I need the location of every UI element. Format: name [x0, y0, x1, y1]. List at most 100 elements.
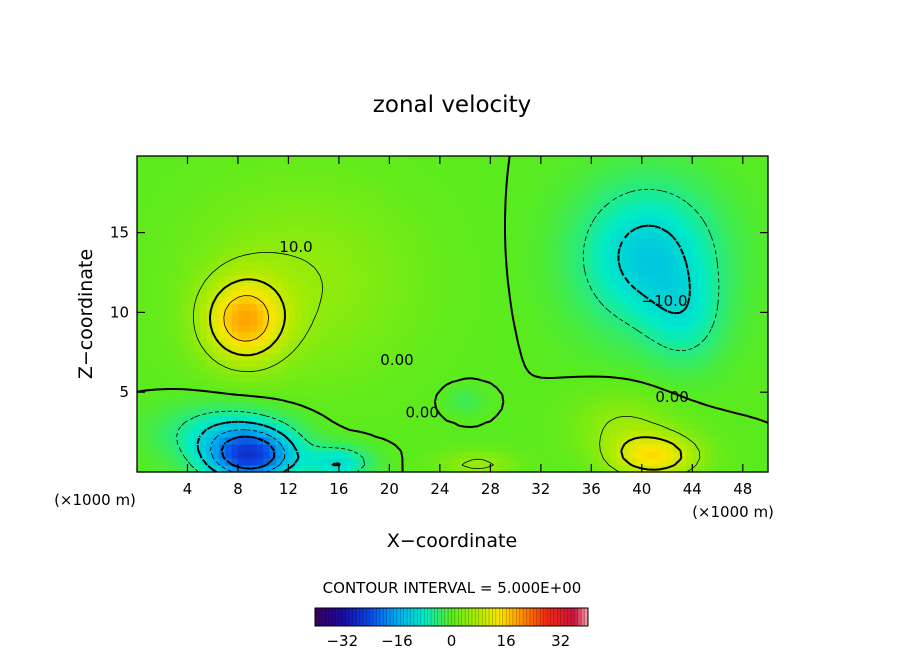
heatmap-cell	[408, 191, 416, 199]
heatmap-cell	[723, 373, 731, 382]
heatmap-cell	[370, 240, 378, 248]
heatmap-cell	[319, 401, 327, 410]
heatmap-cell	[761, 401, 769, 410]
heatmap-cell	[275, 415, 283, 424]
heatmap-cell	[237, 310, 245, 319]
heatmap-cell	[162, 184, 170, 192]
heatmap-cell	[256, 191, 264, 199]
heatmap-cell	[458, 345, 466, 354]
heatmap-cell	[484, 380, 491, 389]
x-tick-label: 32	[531, 480, 550, 498]
heatmap-cell	[383, 303, 390, 312]
heatmap-cell	[484, 275, 491, 283]
heatmap-cell	[509, 457, 517, 466]
heatmap-cell	[250, 163, 258, 171]
heatmap-cell	[477, 268, 485, 276]
heatmap-cell	[635, 450, 643, 459]
heatmap-cell	[174, 177, 182, 185]
heatmap-cell	[143, 296, 151, 305]
heatmap-cell	[433, 345, 441, 354]
heatmap-cell	[244, 387, 252, 396]
heatmap-cell	[603, 331, 611, 340]
heatmap-cell	[515, 275, 523, 283]
colorbar-cell	[369, 608, 374, 626]
heatmap-cell	[502, 359, 510, 368]
heatmap-cell	[572, 338, 580, 347]
heatmap-cell	[137, 261, 144, 269]
heatmap-cell	[181, 345, 189, 354]
heatmap-cell	[736, 457, 744, 466]
heatmap-cell	[402, 324, 409, 333]
heatmap-cell	[162, 366, 170, 375]
heatmap-cell	[206, 296, 214, 305]
heatmap-cell	[458, 198, 466, 206]
heatmap-cell	[648, 338, 656, 347]
heatmap-cell	[711, 254, 719, 262]
heatmap-cell	[282, 275, 290, 283]
heatmap-cell	[351, 240, 359, 248]
heatmap-cell	[578, 443, 586, 452]
heatmap-cell	[275, 443, 283, 452]
heatmap-cell	[591, 310, 599, 319]
heatmap-cell	[673, 282, 681, 291]
heatmap-cell	[402, 387, 409, 396]
heatmap-cell	[452, 268, 460, 276]
heatmap-cell	[515, 464, 523, 473]
heatmap-cell	[326, 310, 334, 319]
heatmap-cell	[698, 359, 706, 368]
heatmap-cell	[174, 352, 182, 361]
heatmap-cell	[332, 345, 340, 354]
heatmap-cell	[673, 156, 681, 164]
heatmap-cell	[521, 268, 529, 276]
heatmap-cell	[521, 163, 529, 171]
heatmap-cell	[269, 303, 277, 312]
heatmap-cell	[237, 317, 245, 326]
heatmap-cell	[231, 240, 239, 248]
heatmap-cell	[439, 219, 447, 227]
heatmap-cell	[490, 429, 498, 438]
heatmap-cell	[181, 436, 189, 445]
heatmap-cell	[572, 177, 580, 185]
heatmap-cell	[206, 394, 214, 403]
heatmap-cell	[622, 240, 630, 248]
heatmap-cell	[465, 331, 473, 340]
heatmap-cell	[742, 233, 750, 241]
heatmap-cell	[181, 184, 189, 192]
heatmap-cell	[547, 450, 555, 459]
heatmap-cell	[540, 394, 548, 403]
heatmap-cell	[282, 380, 290, 389]
heatmap-cell	[193, 429, 201, 438]
heatmap-cell	[212, 198, 220, 206]
heatmap-cell	[755, 457, 763, 466]
heatmap-cell	[749, 450, 756, 459]
heatmap-cell	[654, 240, 662, 248]
heatmap-cell	[420, 450, 428, 459]
heatmap-cell	[332, 352, 340, 361]
heatmap-cell	[679, 317, 687, 326]
heatmap-cell	[591, 205, 599, 213]
heatmap-cell	[206, 331, 214, 340]
heatmap-cell	[301, 261, 308, 269]
heatmap-cell	[395, 464, 403, 473]
heatmap-cell	[414, 380, 422, 389]
heatmap-cell	[408, 457, 416, 466]
heatmap-cell	[313, 338, 321, 347]
heatmap-cell	[603, 212, 611, 220]
heatmap-cell	[294, 331, 302, 340]
heatmap-cell	[591, 338, 599, 347]
heatmap-cell	[679, 457, 687, 466]
heatmap-cell	[540, 282, 548, 291]
heatmap-cell	[212, 352, 220, 361]
heatmap-cell	[692, 387, 700, 396]
heatmap-cell	[137, 401, 144, 410]
contour-label: 10.0	[279, 238, 312, 256]
heatmap-cell	[603, 380, 611, 389]
heatmap-cell	[528, 380, 536, 389]
heatmap-cell	[711, 450, 719, 459]
colorbar-cell	[400, 608, 405, 626]
heatmap-cell	[559, 170, 567, 178]
heatmap-cell	[641, 359, 649, 368]
heatmap-cell	[553, 219, 561, 227]
heatmap-cell	[420, 415, 428, 424]
